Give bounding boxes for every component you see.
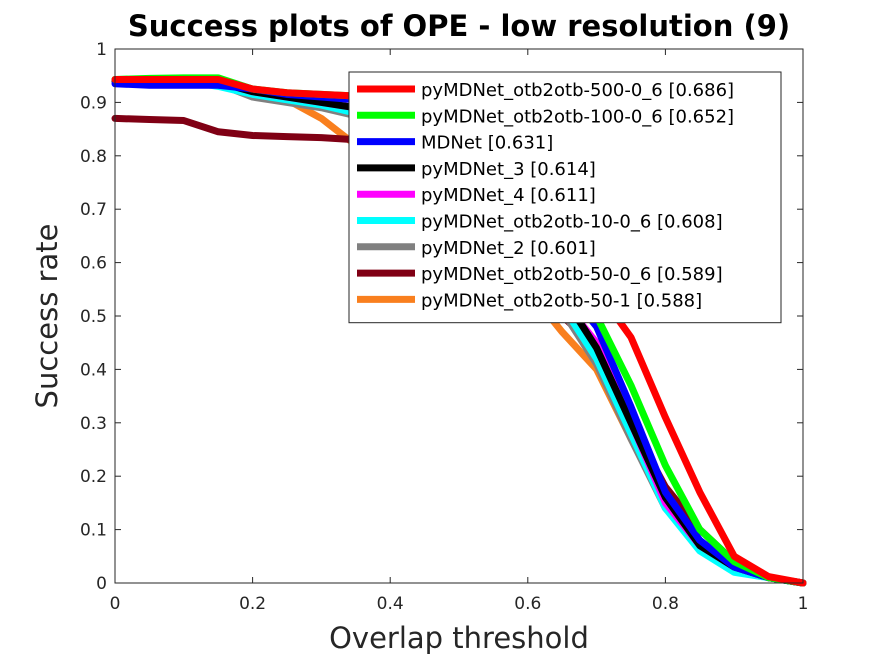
y-tick-label: 0.1 <box>80 521 107 541</box>
y-tick-label: 0.2 <box>80 467 107 487</box>
x-tick-label: 0.6 <box>514 594 541 614</box>
legend-label-4: pyMDNet_4 [0.611] <box>421 185 596 206</box>
y-tick-label: 0.5 <box>80 307 107 327</box>
y-tick-label: 0.4 <box>80 360 107 380</box>
legend-label-0: pyMDNet_otb2otb-500-0_6 [0.686] <box>421 80 734 101</box>
legend-box <box>348 71 782 324</box>
y-axis-label: Success rate <box>30 224 64 409</box>
y-tick-label: 1 <box>96 40 107 60</box>
y-tick-label: 0.6 <box>80 254 107 274</box>
legend-label-2: MDNet [0.631] <box>421 133 553 154</box>
legend-label-8: pyMDNet_otb2otb-50-1 [0.588] <box>421 290 702 311</box>
ticks-layer: 0 0.2 0.4 0.6 0.8 1 0 0.1 0.2 0.3 0.4 0.5 0.6 0.7 0.8 0… <box>80 40 808 614</box>
legend-label-5: pyMDNet_otb2otb-10-0_6 [0.608] <box>421 212 723 233</box>
legend-label-7: pyMDNet_otb2otb-50-0_6 [0.589] <box>421 264 723 285</box>
x-tick-label: 0.2 <box>239 594 266 614</box>
legend: pyMDNet_otb2otb-500-0_6 [0.686] pyMDNet_o… <box>348 71 782 324</box>
y-tick-label: 0.9 <box>80 93 107 113</box>
legend-label-6: pyMDNet_2 [0.601] <box>421 238 596 259</box>
x-tick-label: 0.8 <box>652 594 679 614</box>
x-tick-label: 1 <box>798 594 809 614</box>
chart-title: Success plots of OPE - low resolution (9… <box>128 9 790 43</box>
x-tick-label: 0.4 <box>377 594 404 614</box>
x-axis-label: Overlap threshold <box>329 621 589 655</box>
legend-label-1: pyMDNet_otb2otb-100-0_6 [0.652] <box>421 106 734 127</box>
y-tick-label: 0.3 <box>80 414 107 434</box>
legend-label-3: pyMDNet_3 [0.614] <box>421 159 596 180</box>
y-tick-label: 0.7 <box>80 200 107 220</box>
y-tick-label: 0 <box>96 574 107 594</box>
x-tick-label: 0 <box>110 594 121 614</box>
y-tick-label: 0.8 <box>80 147 107 167</box>
